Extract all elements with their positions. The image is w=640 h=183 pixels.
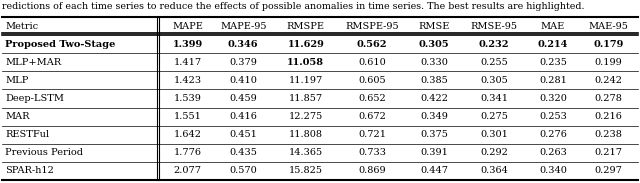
Text: SPAR-h12: SPAR-h12 <box>5 167 54 175</box>
Text: 11.808: 11.808 <box>289 130 323 139</box>
Text: 0.253: 0.253 <box>539 112 567 121</box>
Text: 1.642: 1.642 <box>173 130 202 139</box>
Text: RMSE-95: RMSE-95 <box>470 22 518 31</box>
Text: 0.179: 0.179 <box>593 40 624 49</box>
Text: 0.214: 0.214 <box>538 40 568 49</box>
Text: 11.197: 11.197 <box>289 76 323 85</box>
Text: 0.562: 0.562 <box>356 40 387 49</box>
Text: 0.435: 0.435 <box>229 148 257 157</box>
Text: 11.857: 11.857 <box>289 94 323 103</box>
Text: 0.385: 0.385 <box>420 76 448 85</box>
Text: 15.825: 15.825 <box>289 167 323 175</box>
Text: 0.447: 0.447 <box>420 167 448 175</box>
Text: 0.275: 0.275 <box>480 112 508 121</box>
Text: 0.232: 0.232 <box>479 40 509 49</box>
Text: 0.346: 0.346 <box>228 40 259 49</box>
Text: 0.216: 0.216 <box>595 112 623 121</box>
Text: 0.276: 0.276 <box>539 130 567 139</box>
Text: RMSPE: RMSPE <box>287 22 325 31</box>
Text: 0.305: 0.305 <box>480 76 508 85</box>
Text: Deep-LSTM: Deep-LSTM <box>5 94 64 103</box>
Text: 0.341: 0.341 <box>480 94 508 103</box>
Text: redictions of each time series to reduce the effects of possible anomalies in ti: redictions of each time series to reduce… <box>2 2 584 11</box>
Text: 14.365: 14.365 <box>289 148 323 157</box>
Text: 0.422: 0.422 <box>420 94 448 103</box>
Text: 12.275: 12.275 <box>289 112 323 121</box>
Text: 0.869: 0.869 <box>358 167 386 175</box>
Text: 0.297: 0.297 <box>595 167 623 175</box>
Text: MAE-95: MAE-95 <box>589 22 628 31</box>
Text: 0.410: 0.410 <box>229 76 257 85</box>
Text: MAPE-95: MAPE-95 <box>220 22 266 31</box>
Text: 0.349: 0.349 <box>420 112 448 121</box>
Text: 0.391: 0.391 <box>420 148 448 157</box>
Text: 1.417: 1.417 <box>173 58 202 67</box>
Text: MAPE: MAPE <box>172 22 203 31</box>
Text: 0.235: 0.235 <box>539 58 567 67</box>
Text: Previous Period: Previous Period <box>5 148 83 157</box>
Text: 0.278: 0.278 <box>595 94 623 103</box>
Text: 0.217: 0.217 <box>595 148 623 157</box>
Text: 0.330: 0.330 <box>420 58 448 67</box>
Text: 0.301: 0.301 <box>480 130 508 139</box>
Text: MLP: MLP <box>5 76 28 85</box>
Text: RMSPE-95: RMSPE-95 <box>345 22 399 31</box>
Text: 11.058: 11.058 <box>287 58 324 67</box>
Text: MAR: MAR <box>5 112 29 121</box>
Text: 0.255: 0.255 <box>480 58 508 67</box>
Text: 0.281: 0.281 <box>539 76 567 85</box>
Text: 0.416: 0.416 <box>229 112 257 121</box>
Text: 0.459: 0.459 <box>229 94 257 103</box>
Text: 0.305: 0.305 <box>419 40 449 49</box>
Text: RESTFul: RESTFul <box>5 130 49 139</box>
Text: 0.652: 0.652 <box>358 94 386 103</box>
Text: MAE: MAE <box>541 22 565 31</box>
Text: 0.199: 0.199 <box>595 58 623 67</box>
Text: 0.570: 0.570 <box>229 167 257 175</box>
Text: 0.375: 0.375 <box>420 130 448 139</box>
Text: 0.340: 0.340 <box>539 167 567 175</box>
Text: Proposed Two-Stage: Proposed Two-Stage <box>5 40 115 49</box>
Text: 0.610: 0.610 <box>358 58 386 67</box>
Text: 1.539: 1.539 <box>173 94 202 103</box>
Text: 0.263: 0.263 <box>539 148 567 157</box>
Text: 0.242: 0.242 <box>595 76 623 85</box>
Text: 1.776: 1.776 <box>173 148 202 157</box>
Text: 0.379: 0.379 <box>229 58 257 67</box>
Text: 11.629: 11.629 <box>287 40 324 49</box>
Text: 1.423: 1.423 <box>173 76 202 85</box>
Text: 0.672: 0.672 <box>358 112 386 121</box>
Text: MLP+MAR: MLP+MAR <box>5 58 61 67</box>
Text: 0.733: 0.733 <box>358 148 386 157</box>
Text: 0.292: 0.292 <box>480 148 508 157</box>
Text: 0.451: 0.451 <box>229 130 257 139</box>
Text: Metric: Metric <box>5 22 38 31</box>
Text: 1.551: 1.551 <box>173 112 202 121</box>
Text: 0.238: 0.238 <box>595 130 623 139</box>
Text: 0.364: 0.364 <box>480 167 508 175</box>
Text: 1.399: 1.399 <box>172 40 203 49</box>
Text: 0.320: 0.320 <box>539 94 567 103</box>
Text: 0.721: 0.721 <box>358 130 386 139</box>
Text: 0.605: 0.605 <box>358 76 386 85</box>
Text: RMSE: RMSE <box>419 22 450 31</box>
Text: 2.077: 2.077 <box>173 167 202 175</box>
